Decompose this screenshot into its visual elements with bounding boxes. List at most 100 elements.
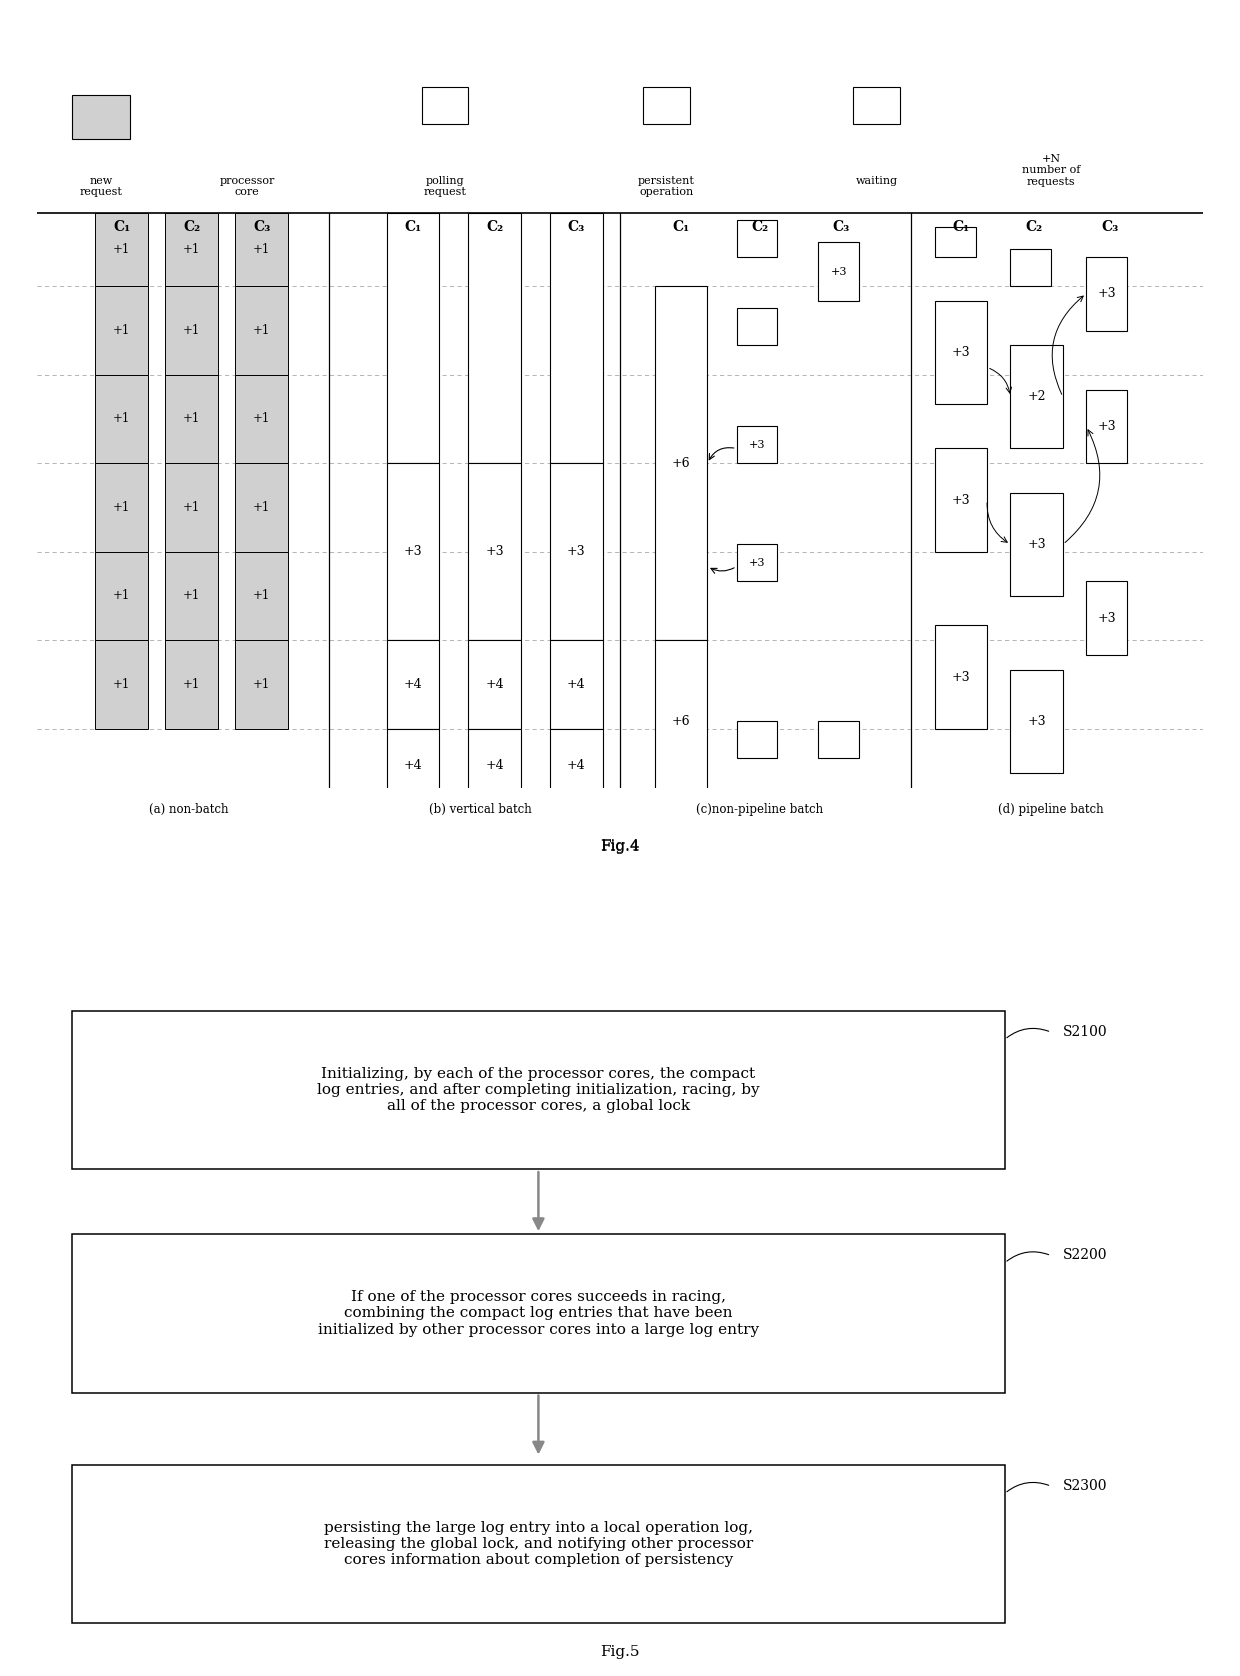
Text: (d) pipeline batch: (d) pipeline batch (998, 803, 1104, 816)
Bar (737, 426, 777, 463)
Text: +6: +6 (672, 716, 691, 727)
Bar (935, 228, 976, 256)
Bar (818, 241, 859, 302)
Text: +1: +1 (253, 679, 270, 691)
Text: S2200: S2200 (1063, 1249, 1107, 1262)
Text: Fig.5: Fig.5 (600, 1646, 640, 1659)
Bar (469, 729, 521, 803)
Bar (95, 375, 148, 463)
Text: +3: +3 (567, 545, 585, 558)
Bar (165, 551, 218, 640)
Text: +3: +3 (749, 558, 765, 568)
Bar (165, 463, 218, 551)
Bar (551, 463, 603, 640)
Text: +1: +1 (184, 243, 201, 256)
Text: Fig.4: Fig.4 (600, 840, 640, 853)
Text: C₁: C₁ (404, 220, 422, 235)
Text: persisting the large log entry into a local operation log,
releasing the global : persisting the large log entry into a lo… (324, 1520, 753, 1567)
Text: +3: +3 (951, 670, 970, 684)
Bar (935, 302, 987, 404)
Bar (551, 213, 603, 463)
Bar (935, 625, 987, 729)
Bar (72, 1011, 1004, 1170)
Text: +1: +1 (184, 679, 201, 691)
Text: +1: +1 (253, 501, 270, 515)
Bar (236, 551, 288, 640)
Text: +3: +3 (1028, 716, 1047, 727)
Bar (551, 640, 603, 729)
Text: C₁: C₁ (672, 220, 689, 235)
Text: +4: +4 (567, 759, 585, 773)
Bar (737, 220, 777, 256)
Text: +3: +3 (951, 494, 970, 506)
Text: If one of the processor cores succeeds in racing,
combining the compact log entr: If one of the processor cores succeeds i… (317, 1291, 759, 1336)
Text: +1: +1 (113, 243, 130, 256)
Bar (935, 449, 987, 551)
Text: +1: +1 (184, 323, 201, 337)
Bar (655, 287, 707, 640)
Bar (387, 729, 439, 803)
Bar (551, 729, 603, 803)
Text: C₂: C₂ (1025, 220, 1043, 235)
Text: C₁: C₁ (113, 220, 130, 235)
Bar (737, 545, 777, 582)
Bar (644, 87, 689, 124)
Text: (c)non-pipeline batch: (c)non-pipeline batch (697, 803, 823, 816)
Text: processor
core: processor core (219, 176, 275, 198)
Text: +3: +3 (749, 439, 765, 449)
Text: +1: +1 (253, 323, 270, 337)
Bar (853, 87, 900, 124)
Bar (1011, 493, 1063, 597)
Text: +1: +1 (113, 590, 130, 602)
Bar (72, 1234, 1004, 1393)
Text: persistent
operation: persistent operation (639, 176, 696, 198)
Bar (469, 463, 521, 640)
Text: Fig.4: Fig.4 (600, 840, 640, 853)
Text: new
request: new request (79, 176, 123, 198)
Text: S2300: S2300 (1063, 1480, 1107, 1493)
Bar (95, 551, 148, 640)
Bar (72, 94, 130, 139)
Text: +1: +1 (184, 501, 201, 515)
Bar (387, 463, 439, 640)
Bar (236, 463, 288, 551)
Bar (1086, 582, 1127, 655)
Bar (737, 308, 777, 345)
Text: +4: +4 (404, 679, 423, 691)
Text: (b) vertical batch: (b) vertical batch (429, 803, 532, 816)
Text: C₃: C₃ (833, 220, 851, 235)
Bar (655, 640, 707, 803)
Text: +1: +1 (253, 590, 270, 602)
Text: C₃: C₃ (568, 220, 585, 235)
Bar (95, 640, 148, 729)
Text: polling
request: polling request (424, 176, 466, 198)
Bar (818, 721, 859, 758)
Text: C₂: C₂ (184, 220, 200, 235)
Bar (95, 287, 148, 375)
Text: +3: +3 (951, 347, 970, 359)
Bar (95, 213, 148, 287)
Text: +1: +1 (253, 412, 270, 426)
Text: +1: +1 (113, 412, 130, 426)
Text: +4: +4 (404, 759, 423, 773)
Bar (1011, 345, 1063, 449)
Text: +1: +1 (113, 501, 130, 515)
Bar (236, 287, 288, 375)
Text: C₃: C₃ (1101, 220, 1118, 235)
Bar (236, 640, 288, 729)
Text: +1: +1 (113, 323, 130, 337)
Bar (1086, 389, 1127, 463)
Text: +1: +1 (253, 243, 270, 256)
Bar (165, 287, 218, 375)
Text: +1: +1 (184, 412, 201, 426)
Text: C₂: C₂ (486, 220, 503, 235)
Text: +3: +3 (404, 545, 423, 558)
Text: C₁: C₁ (952, 220, 970, 235)
Bar (1011, 250, 1052, 287)
Bar (165, 640, 218, 729)
Text: +N
number of
requests: +N number of requests (1022, 154, 1080, 186)
Text: +1: +1 (113, 679, 130, 691)
Text: +3: +3 (831, 266, 847, 277)
Text: C₃: C₃ (253, 220, 270, 235)
Text: +3: +3 (485, 545, 503, 558)
